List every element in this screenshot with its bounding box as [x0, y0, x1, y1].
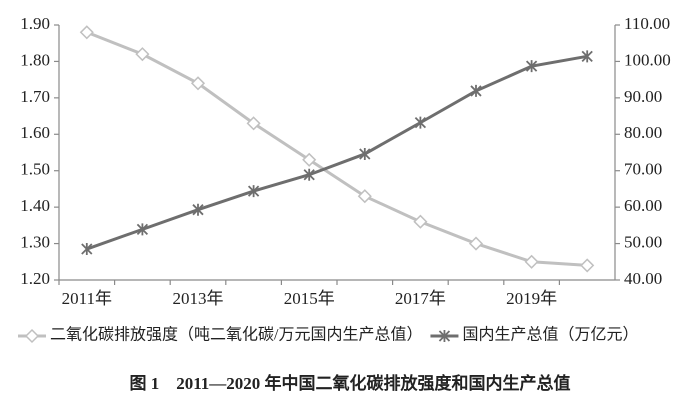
point-marker [413, 214, 428, 229]
x-tick-label: 2017年 [395, 289, 446, 308]
point-marker [580, 258, 595, 273]
point-marker [357, 189, 372, 204]
point-marker [524, 254, 539, 269]
legend-marker [24, 328, 40, 344]
point-marker [303, 168, 315, 181]
y-tick-label: 1.40 [20, 196, 50, 215]
point-marker [302, 152, 317, 167]
x-tick-label: 2013年 [173, 289, 224, 308]
y-tick-label: 1.90 [20, 14, 50, 33]
x-tick-label: 2011年 [62, 289, 112, 308]
y2-tick-label: 60.00 [624, 196, 662, 215]
point-marker [247, 185, 260, 198]
y2-tick-label: 40.00 [624, 269, 662, 288]
y-tick-label: 1.70 [20, 87, 50, 106]
legend-label: 国内生产总值（万亿元） [462, 326, 638, 344]
point-marker [81, 243, 93, 256]
point-marker [79, 25, 94, 40]
y2-tick-label: 110.00 [624, 14, 670, 33]
legend-label: 二氧化碳排放强度（吨二氧化碳/万元国内生产总值） [50, 326, 422, 344]
y2-tick-label: 80.00 [624, 123, 662, 142]
point-marker [414, 116, 427, 129]
point-marker [136, 223, 149, 236]
chart-caption: 图 1 2011—2020 年中国二氧化碳排放强度和国内生产总值 [129, 373, 570, 393]
point-marker [192, 203, 204, 216]
y2-tick-label: 70.00 [624, 160, 662, 179]
point-marker [359, 147, 371, 160]
point-marker [246, 116, 261, 131]
x-tick-label: 2019年 [506, 289, 557, 308]
x-tick-label: 2015年 [284, 289, 335, 308]
point-marker [135, 47, 150, 62]
y2-tick-label: 100.00 [624, 50, 671, 69]
point-marker [468, 236, 484, 251]
point-marker [190, 76, 206, 91]
series-line [86, 54, 588, 251]
y2-tick-label: 90.00 [624, 87, 662, 106]
y-tick-label: 1.30 [20, 232, 50, 251]
series-line [86, 30, 588, 267]
point-marker [525, 60, 538, 73]
point-marker [470, 84, 482, 97]
y-tick-label: 1.60 [20, 123, 50, 142]
y-tick-label: 1.20 [20, 269, 50, 288]
point-marker [581, 50, 593, 63]
y2-tick-label: 50.00 [624, 232, 662, 251]
y-tick-label: 1.80 [20, 50, 50, 69]
legend-marker [438, 330, 451, 342]
y-tick-label: 1.50 [20, 160, 50, 179]
